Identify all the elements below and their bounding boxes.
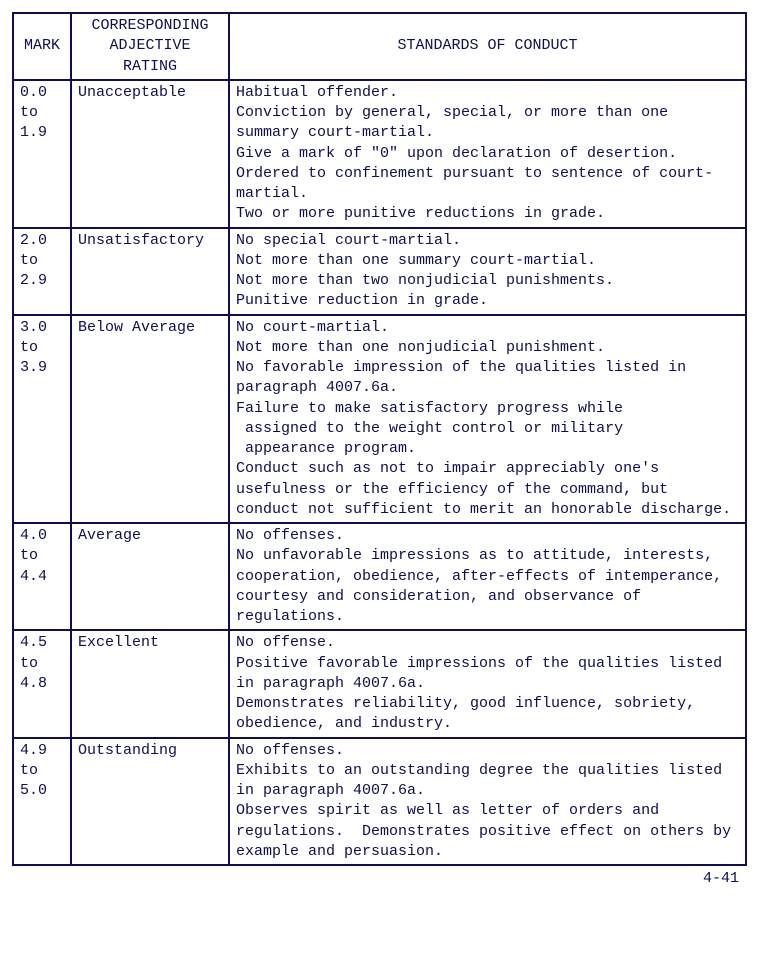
- cell-mark: 2.0 to 2.9: [13, 228, 71, 315]
- cell-standards: No offenses. Exhibits to an outstanding …: [229, 738, 746, 866]
- col-header-standards: STANDARDS OF CONDUCT: [229, 13, 746, 80]
- cell-adjective: Outstanding: [71, 738, 229, 866]
- cell-mark: 0.0 to 1.9: [13, 80, 71, 228]
- cell-standards: No offenses. No unfavorable impressions …: [229, 523, 746, 630]
- cell-standards: No court-martial. Not more than one nonj…: [229, 315, 746, 524]
- cell-standards: No special court-martial. Not more than …: [229, 228, 746, 315]
- table-row: 4.0 to 4.4 Average No offenses. No unfav…: [13, 523, 746, 630]
- standards-of-conduct-table: MARK CORRESPONDING ADJECTIVE RATING STAN…: [12, 12, 747, 866]
- table-header-row: MARK CORRESPONDING ADJECTIVE RATING STAN…: [13, 13, 746, 80]
- col-header-mark: MARK: [13, 13, 71, 80]
- cell-adjective: Average: [71, 523, 229, 630]
- table-row: 3.0 to 3.9 Below Average No court-martia…: [13, 315, 746, 524]
- cell-mark: 3.0 to 3.9: [13, 315, 71, 524]
- table-row: 0.0 to 1.9 Unacceptable Habitual offende…: [13, 80, 746, 228]
- cell-adjective: Below Average: [71, 315, 229, 524]
- cell-adjective: Excellent: [71, 630, 229, 737]
- cell-standards: No offense. Positive favorable impressio…: [229, 630, 746, 737]
- cell-mark: 4.0 to 4.4: [13, 523, 71, 630]
- col-header-adjective: CORRESPONDING ADJECTIVE RATING: [71, 13, 229, 80]
- cell-mark: 4.9 to 5.0: [13, 738, 71, 866]
- cell-mark: 4.5 to 4.8: [13, 630, 71, 737]
- cell-standards: Habitual offender. Conviction by general…: [229, 80, 746, 228]
- table-row: 4.5 to 4.8 Excellent No offense. Positiv…: [13, 630, 746, 737]
- page-number: 4-41: [12, 870, 747, 887]
- cell-adjective: Unacceptable: [71, 80, 229, 228]
- table-row: 2.0 to 2.9 Unsatisfactory No special cou…: [13, 228, 746, 315]
- table-body: 0.0 to 1.9 Unacceptable Habitual offende…: [13, 80, 746, 865]
- table-row: 4.9 to 5.0 Outstanding No offenses. Exhi…: [13, 738, 746, 866]
- cell-adjective: Unsatisfactory: [71, 228, 229, 315]
